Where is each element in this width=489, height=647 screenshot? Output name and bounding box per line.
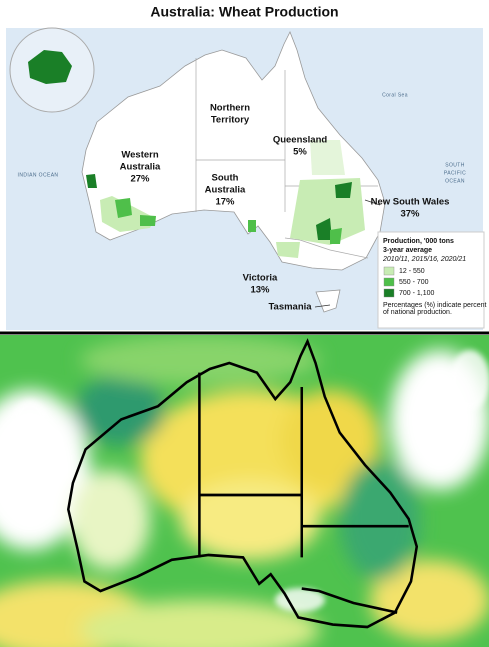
region-name: Australia bbox=[205, 185, 246, 196]
legend: Production, '000 tons 3-year average 2010/… bbox=[377, 231, 487, 329]
region-name: Victoria bbox=[243, 273, 278, 284]
region-name: South bbox=[212, 173, 239, 184]
globe-inset bbox=[9, 27, 95, 113]
region-name: Northern bbox=[210, 103, 250, 114]
leader-line bbox=[314, 304, 331, 308]
legend-subtitle: 2010/11, 2015/16, 2020/21 bbox=[382, 256, 466, 263]
map-title: Australia: Wheat Production bbox=[150, 4, 338, 20]
ocean-label: SOUTH bbox=[445, 162, 465, 168]
region-name: Territory bbox=[211, 115, 250, 126]
region-name: Australia bbox=[120, 162, 161, 173]
ocean-label: PACIFIC bbox=[444, 170, 466, 176]
legend-label: 12 - 550 bbox=[399, 268, 425, 275]
region-share: 13% bbox=[250, 285, 270, 296]
legend-title: Production, '000 tons bbox=[383, 238, 454, 245]
ocean-label: Coral Sea bbox=[382, 92, 408, 98]
region-name: New South Wales bbox=[371, 197, 450, 208]
ocean-label: OCEAN bbox=[445, 178, 465, 184]
rainfall-map bbox=[0, 335, 489, 647]
legend-label: 700 - 1,100 bbox=[399, 290, 435, 297]
region-share: 5% bbox=[293, 147, 307, 158]
legend-title: 3-year average bbox=[383, 247, 432, 254]
region-name: Tasmania bbox=[268, 302, 312, 313]
legend-swatch bbox=[383, 288, 395, 298]
region-name: Queensland bbox=[273, 135, 328, 146]
legend-swatch bbox=[383, 266, 395, 276]
legend-box bbox=[377, 231, 485, 329]
legend-swatch bbox=[383, 277, 395, 287]
leader-line bbox=[364, 199, 381, 206]
legend-note: Percentages (%) indicate percent bbox=[383, 302, 487, 309]
region-share: 27% bbox=[130, 174, 150, 185]
legend-note: of national production. bbox=[383, 309, 452, 316]
region-share: 17% bbox=[215, 197, 235, 208]
region-name: Western bbox=[121, 150, 159, 161]
ocean-label: INDIAN OCEAN bbox=[18, 172, 59, 178]
wheat-areas bbox=[86, 140, 365, 258]
region-share: 37% bbox=[400, 209, 420, 220]
legend-label: 550 - 700 bbox=[399, 279, 429, 286]
